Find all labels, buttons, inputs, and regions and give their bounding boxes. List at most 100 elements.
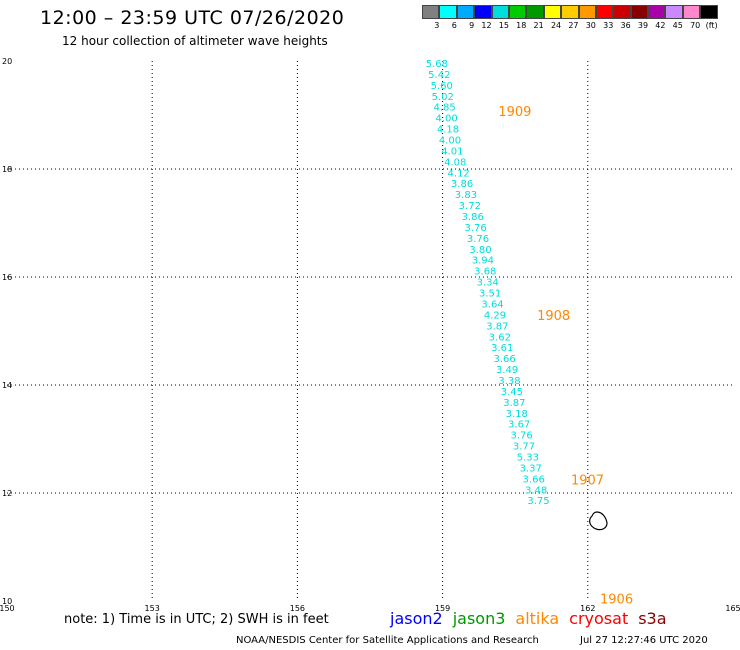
swh-value-label: 4.12 (448, 168, 470, 179)
swh-value-label: 4.08 (444, 157, 466, 168)
swh-value-label: 3.80 (469, 245, 491, 256)
colorbar-label: 70 (690, 21, 701, 30)
colorbar-swatch (700, 5, 718, 19)
colorbar-swatch (648, 5, 666, 19)
colorbar-swatch (578, 5, 596, 19)
swh-value-label: 3.83 (455, 190, 477, 201)
colorbar-label: 9 (469, 21, 475, 30)
swh-value-label: 3.87 (486, 321, 508, 332)
colorbar-swatch (439, 5, 457, 19)
swh-value-label: 3.45 (501, 387, 523, 398)
colorbar-swatch (682, 5, 701, 19)
legend-altika: altika (515, 609, 560, 628)
colorbar-label: 18 (516, 21, 527, 30)
colorbar-swatch (595, 5, 614, 19)
colorbar-label: 21 (533, 21, 544, 30)
colorbar-swatch (613, 5, 631, 19)
x-tick-label: 165 (725, 604, 740, 613)
swh-value-label: 4.01 (441, 146, 463, 157)
y-tick-label: 12 (2, 489, 12, 498)
swh-value-label: 4.85 (434, 103, 456, 114)
colorbar-label: 27 (568, 21, 579, 30)
colorbar-swatches (422, 5, 718, 19)
swh-value-label: 4.00 (435, 114, 457, 125)
x-tick-label: 162 (580, 604, 595, 613)
swh-value-label: 3.38 (498, 376, 520, 387)
y-tick-label: 10 (2, 597, 12, 606)
x-tick-label: 150 (0, 604, 15, 613)
swh-value-label: 3.66 (494, 354, 516, 365)
colorbar-label: 12 (481, 21, 492, 30)
colorbar-swatch (543, 5, 562, 19)
pass-time-label: 1909 (498, 105, 531, 120)
colorbar-swatch (630, 5, 649, 19)
swh-value-label: 3.18 (506, 409, 528, 420)
colorbar-label: 42 (655, 21, 666, 30)
legend-jason2: jason2 (390, 609, 443, 628)
colorbar-label: 6 (451, 21, 457, 30)
y-tick-label: 16 (2, 273, 12, 282)
swh-value-label: 5.68 (426, 59, 448, 70)
x-tick-label: 156 (290, 604, 305, 613)
colorbar-label: 36 (620, 21, 631, 30)
swh-value-label: 3.72 (459, 201, 481, 212)
swh-value-label: 3.62 (489, 332, 511, 343)
colorbar-swatch (561, 5, 579, 19)
colorbar-label: (ft) (705, 21, 718, 30)
colorbar-swatch (456, 5, 475, 19)
colorbar-label: 30 (585, 21, 596, 30)
pass-time-label: 1908 (537, 309, 570, 324)
swh-value-label: 3.77 (513, 442, 535, 453)
footer-credit: NOAA/NESDIS Center for Satellite Applica… (236, 635, 539, 646)
chart-title: 12:00 – 23:59 UTC 07/26/2020 (40, 7, 345, 29)
coastline-island (589, 511, 608, 531)
colorbar-labels: 3 6 9 12 15 18 21 24 27 30 33 36 39 42 45 70 (ft) (422, 21, 718, 30)
colorbar-swatch (491, 5, 509, 19)
swh-value-label: 3.76 (464, 223, 486, 234)
pass-time-label: 1907 (571, 474, 604, 489)
swh-value-label: 3.66 (523, 474, 545, 485)
colorbar-swatch (526, 5, 544, 19)
swh-value-label: 5.33 (517, 452, 539, 463)
swh-value-label: 3.76 (510, 431, 532, 442)
swh-value-label: 4.18 (437, 125, 459, 136)
colorbar: 3 6 9 12 15 18 21 24 27 30 33 36 39 42 45 70 (ft) (422, 5, 718, 30)
y-tick-label: 14 (2, 381, 12, 390)
swh-value-label: 3.48 (525, 485, 547, 496)
colorbar-label: 33 (603, 21, 614, 30)
swh-value-label: 3.49 (496, 365, 518, 376)
swh-value-label: 3.75 (527, 496, 549, 507)
colorbar-swatch (422, 5, 440, 19)
swh-value-label: 4.00 (439, 136, 461, 147)
swh-value-label: 3.86 (451, 179, 473, 190)
swh-value-label: 3.67 (508, 420, 530, 431)
y-tick-label: 20 (2, 57, 12, 66)
colorbar-label: 45 (672, 21, 683, 30)
colorbar-swatch (474, 5, 492, 19)
swh-value-label: 3.94 (472, 256, 494, 267)
swh-value-label: 5.42 (428, 70, 450, 81)
colorbar-label: 24 (550, 21, 562, 30)
swh-value-label: 4.29 (484, 310, 506, 321)
swh-value-label: 3.51 (479, 289, 501, 300)
colorbar-label: 15 (498, 21, 509, 30)
swh-value-label: 3.64 (481, 299, 503, 310)
footer-timestamp: Jul 27 12:27:46 UTC 2020 (580, 635, 708, 646)
swh-value-label: 3.76 (467, 234, 489, 245)
colorbar-label: 39 (637, 21, 649, 30)
swh-value-label: 3.34 (477, 278, 499, 289)
swh-value-label: 3.87 (503, 398, 525, 409)
colorbar-label: 3 (434, 21, 440, 30)
legend-cryosat: cryosat (569, 609, 629, 628)
swh-value-label: 3.37 (520, 463, 542, 474)
chart-subtitle: 12 hour collection of altimeter wave hei… (62, 34, 328, 48)
swh-value-label: 3.86 (462, 212, 484, 223)
colorbar-swatch (508, 5, 527, 19)
satellite-legend: jason2 jason3 altika cryosat s3a (390, 609, 677, 628)
swh-value-label: 3.68 (474, 267, 496, 278)
swh-value-label: 3.61 (491, 343, 513, 354)
colorbar-swatch (665, 5, 683, 19)
swh-value-label: 5.02 (432, 92, 454, 103)
legend-s3a: s3a (638, 609, 667, 628)
